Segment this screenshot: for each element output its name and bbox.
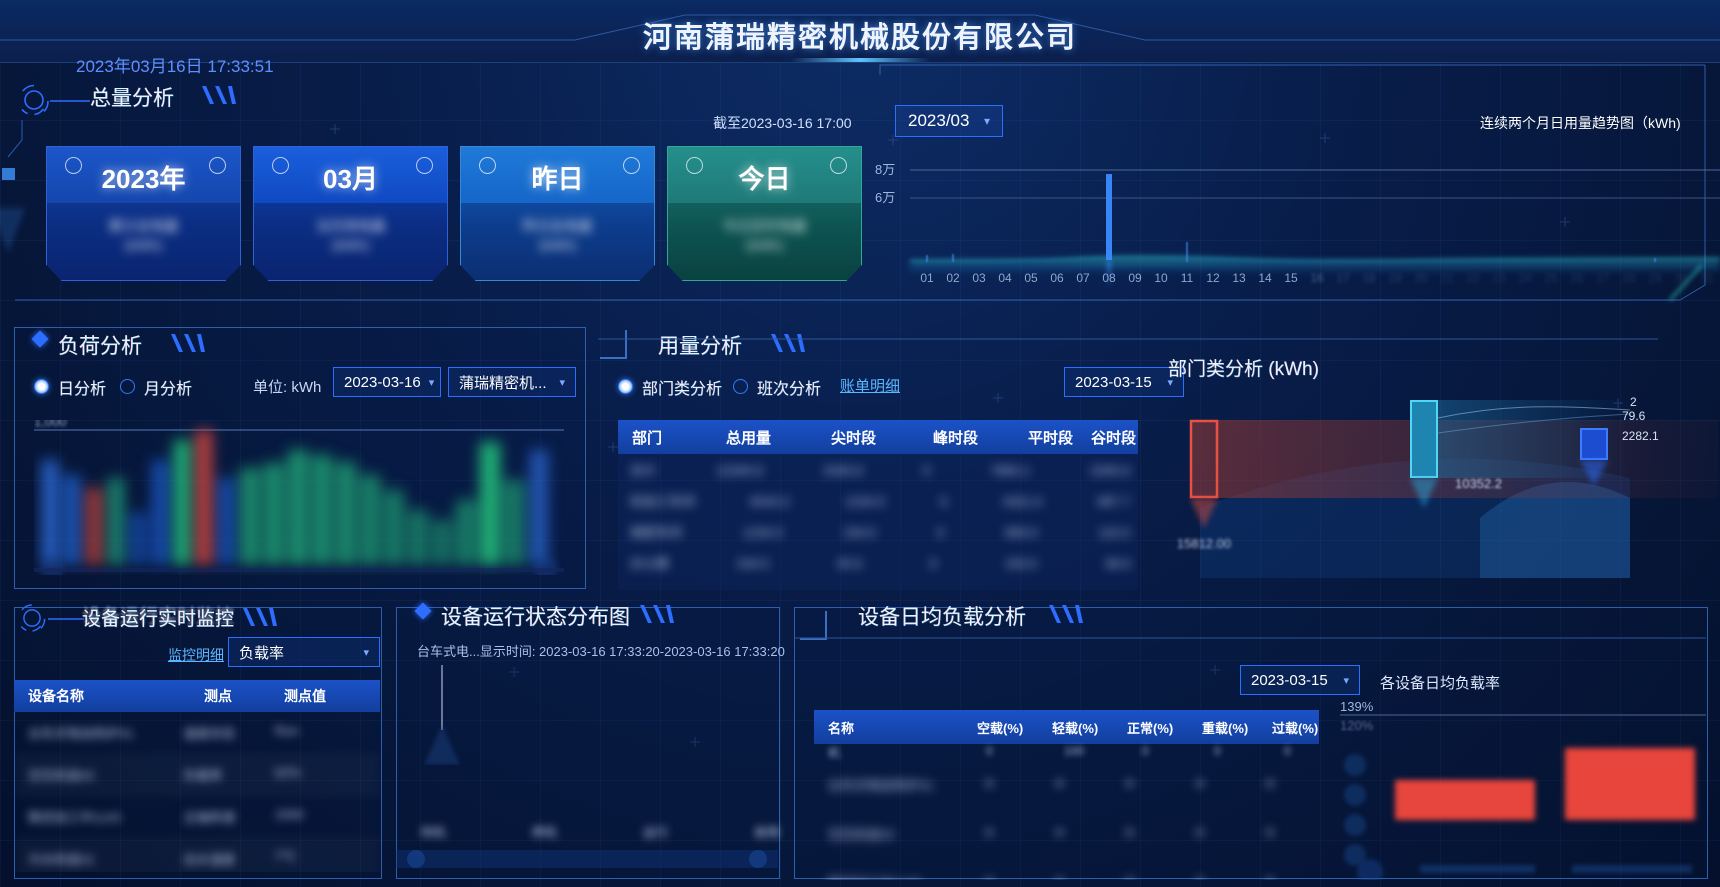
svg-text:2: 2 xyxy=(1630,395,1637,409)
svg-text:8万: 8万 xyxy=(875,162,895,177)
svg-text:08: 08 xyxy=(1102,271,1116,285)
svg-text:29: 29 xyxy=(1648,271,1662,285)
svg-text:02: 02 xyxy=(946,271,960,285)
svg-text:19: 19 xyxy=(1388,271,1402,285)
svg-text:24: 24 xyxy=(1518,271,1532,285)
svg-text:22: 22 xyxy=(1466,271,1480,285)
svg-text:09: 09 xyxy=(1128,271,1142,285)
svg-text:25: 25 xyxy=(1544,271,1558,285)
svg-text:06: 06 xyxy=(1050,271,1064,285)
svg-text:18: 18 xyxy=(1362,271,1376,285)
svg-text:12: 12 xyxy=(1206,271,1220,285)
svg-text:15: 15 xyxy=(1284,271,1298,285)
svg-text:05: 05 xyxy=(1024,271,1038,285)
svg-text:27: 27 xyxy=(1596,271,1610,285)
svg-text:04: 04 xyxy=(998,271,1012,285)
svg-text:01: 01 xyxy=(920,271,934,285)
svg-text:31: 31 xyxy=(1700,271,1714,285)
svg-text:23: 23 xyxy=(1492,271,1506,285)
svg-text:139%: 139% xyxy=(1340,700,1374,714)
svg-text:6万: 6万 xyxy=(875,190,895,205)
svg-text:30: 30 xyxy=(1674,271,1688,285)
svg-text:14: 14 xyxy=(1258,271,1272,285)
svg-text:13: 13 xyxy=(1232,271,1246,285)
svg-text:20: 20 xyxy=(1414,271,1428,285)
svg-text:28: 28 xyxy=(1622,271,1636,285)
svg-text:10: 10 xyxy=(1154,271,1168,285)
svg-text:15812.00: 15812.00 xyxy=(1177,536,1231,551)
svg-text:10352.2: 10352.2 xyxy=(1455,476,1502,491)
svg-text:17: 17 xyxy=(1336,271,1350,285)
svg-text:07: 07 xyxy=(1076,271,1090,285)
svg-text:03: 03 xyxy=(972,271,986,285)
svg-text:79.6: 79.6 xyxy=(1622,409,1646,423)
svg-text:1,000: 1,000 xyxy=(34,420,67,429)
svg-text:16: 16 xyxy=(1310,271,1324,285)
svg-text:11: 11 xyxy=(1181,271,1194,285)
svg-text:26: 26 xyxy=(1570,271,1584,285)
svg-text:2282.1: 2282.1 xyxy=(1622,429,1659,443)
svg-text:120%: 120% xyxy=(1340,718,1374,733)
svg-text:21: 21 xyxy=(1440,271,1454,285)
